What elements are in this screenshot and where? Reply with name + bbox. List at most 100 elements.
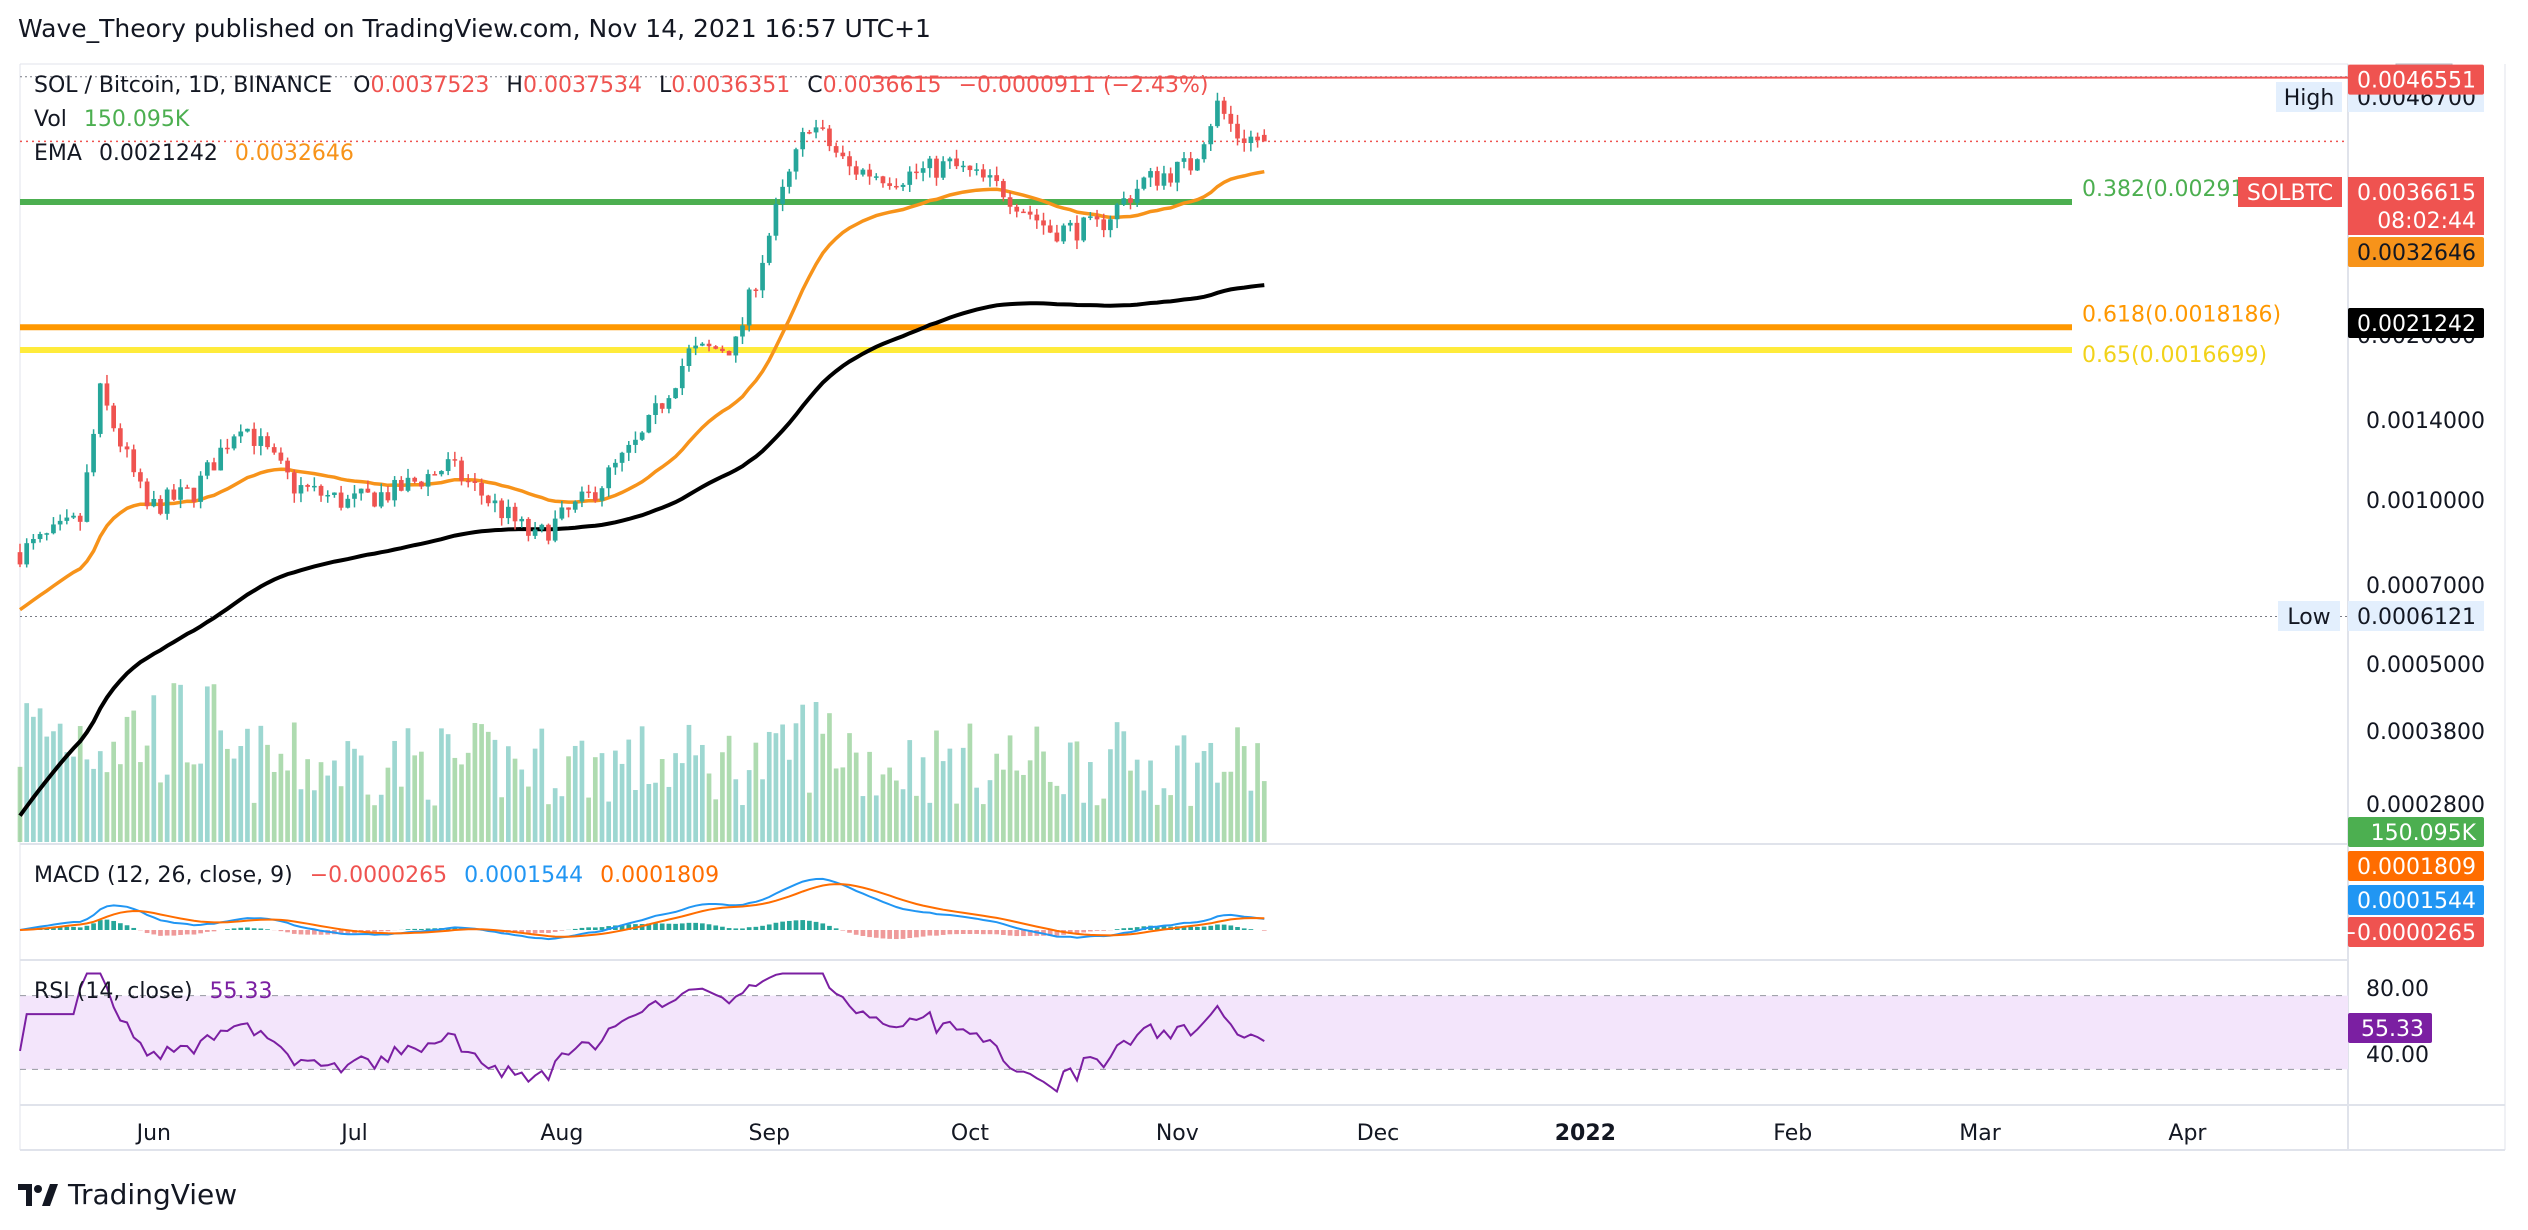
candle-body [419, 481, 424, 487]
candle-body [546, 524, 551, 541]
volume-bar [138, 762, 143, 842]
time-axis[interactable]: Jun Jul Aug Sep Oct Nov Dec 2022 Feb Mar Apr [135, 1121, 2208, 1146]
macd-hist-bar [305, 930, 310, 935]
volume-bar [693, 755, 698, 842]
volume-bar [653, 782, 658, 842]
volume-bar [104, 772, 110, 842]
volume-bar [1014, 770, 1020, 842]
candle-body [378, 492, 384, 507]
volume-bar [780, 724, 785, 842]
volume-bar [218, 730, 224, 842]
candle-body [960, 165, 966, 168]
volume-bar [987, 780, 993, 842]
volume-bar [807, 792, 812, 842]
candle-body [124, 446, 130, 450]
candle-body [1168, 173, 1173, 183]
macd-hist-bar [1007, 930, 1013, 936]
volume-bar [191, 764, 197, 842]
macd-hist-bar [84, 925, 90, 930]
volume-bar [1181, 735, 1187, 842]
candle-body [867, 169, 872, 177]
volume-bar [24, 703, 30, 842]
volume-bar [1007, 735, 1013, 842]
volume-bar [225, 748, 230, 842]
volume-bar [706, 773, 712, 842]
svg-text:Vol 150.095K: Vol 150.095K [34, 107, 190, 132]
time-axis-label: Feb [1773, 1121, 1812, 1146]
candle-body [425, 474, 431, 487]
candle-body [706, 343, 712, 347]
macd-hist-bar [753, 926, 759, 930]
volume-bar [733, 779, 739, 842]
candle-body [1241, 138, 1247, 143]
rsi-tick-label: 40.00 [2366, 1043, 2429, 1068]
macd-hist-bar [592, 927, 598, 930]
volume-bar [432, 805, 438, 842]
tradingview-brand: TradingView [68, 1178, 238, 1211]
candle-body [1255, 136, 1260, 141]
macd-hist-bar [51, 927, 56, 930]
candle-body [592, 492, 598, 501]
candle-body [231, 436, 237, 449]
price-scale[interactable]: 0.00480000.00467000.00140000.00100000.00… [2238, 63, 2485, 1068]
volume-bar [472, 722, 478, 842]
volume-bar [720, 752, 725, 842]
macd-hist-bar [653, 923, 658, 930]
volume-bar [726, 735, 732, 842]
volume-bar [639, 726, 645, 842]
macd-hist-bar [960, 930, 966, 934]
macd-hist-bar [425, 928, 431, 930]
macd-hist-bar [365, 930, 371, 932]
candle-body [198, 475, 203, 502]
macd-hist-bar [1114, 929, 1120, 930]
macd-hist-bar [1228, 925, 1234, 930]
macd-hist-bar [1215, 924, 1220, 930]
tradingview-footer[interactable]: TradingView [18, 1178, 237, 1211]
macd-hist-bar [980, 930, 986, 935]
volume-bar [954, 803, 959, 842]
macd-hist-bar [285, 930, 290, 933]
volume-bar [345, 741, 351, 842]
candle-body [1108, 219, 1113, 231]
volume-bar [91, 768, 96, 842]
volume-bar [860, 796, 866, 842]
volume-bar [164, 774, 170, 842]
macd-hist-bar [1101, 930, 1107, 931]
volume-bar [71, 756, 76, 842]
volume-bar [378, 794, 384, 842]
high-price-tag: 0.0046551 [2357, 69, 2476, 94]
volume-bar [506, 746, 511, 842]
volume-bar [144, 745, 150, 842]
macd-hist-bar [1154, 926, 1160, 930]
macd-hist-bar [873, 930, 879, 938]
macd-hist-bar [907, 930, 913, 939]
volume-bar [479, 724, 484, 842]
volume-bar [599, 753, 605, 842]
macd-hist-bar [887, 930, 892, 939]
macd-hist-bar [746, 927, 752, 930]
candle-body [37, 534, 43, 540]
macd-hist-bar [178, 930, 183, 935]
candle-body [746, 289, 752, 326]
macd-hist-bar [245, 927, 250, 930]
volume-bar [1174, 745, 1180, 842]
volume-bar [746, 770, 752, 842]
fib-label: 0.618(0.0018186) [2082, 302, 2281, 327]
macd-hist-bar [786, 920, 792, 930]
macd-hist-bar [204, 930, 210, 932]
volume-bar [873, 795, 879, 842]
low-value: 0.0006121 [2357, 605, 2476, 630]
candle-body [278, 452, 284, 461]
macd-hist-bar [974, 930, 979, 934]
volume-bar [1108, 749, 1113, 842]
volume-bar [385, 767, 391, 842]
candle-body [225, 447, 230, 450]
macd-hist-bar [57, 926, 63, 930]
candle-body [666, 398, 672, 409]
candle-body [1094, 216, 1100, 220]
volume-bar [1255, 743, 1260, 842]
high-price-tag-bg [2348, 64, 2484, 95]
candle-body [566, 507, 571, 510]
volume-bar [265, 744, 270, 842]
